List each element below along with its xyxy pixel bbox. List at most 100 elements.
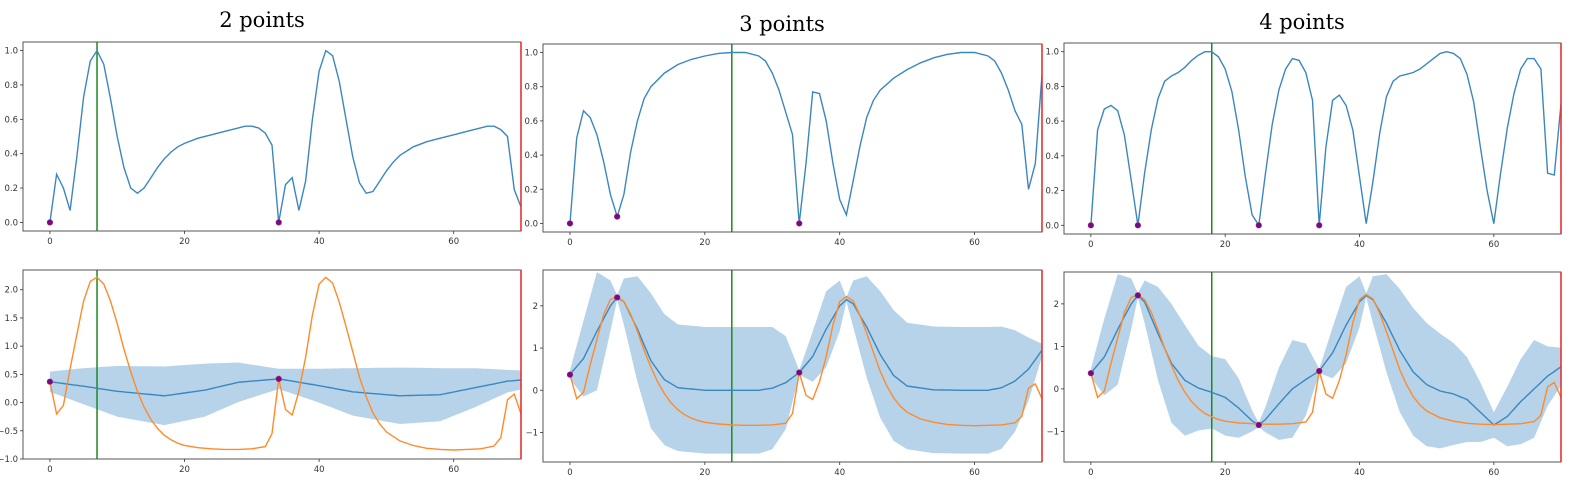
- title-4-points: 4 points: [1259, 10, 1345, 34]
- panel-2-top-xtick-label: 20: [1220, 240, 1231, 250]
- panel-2-bottom-xtick-label: 20: [1220, 468, 1231, 478]
- panel-0-top-ytick-label: 0.0: [4, 218, 18, 228]
- panel-1-bottom-xtick-label: 20: [699, 468, 710, 478]
- panel-1-uncertainty-band: [570, 272, 1042, 454]
- panel-2-bottom-ytick-label: 0: [1054, 385, 1059, 395]
- panel-0-bottom-xtick-label: 0: [47, 465, 52, 475]
- panel-2-top-ytick-label: 0.6: [1045, 117, 1059, 127]
- panel-2-bottom-sample-point: [1255, 421, 1262, 429]
- panel-2-top-sample-point: [1134, 222, 1141, 229]
- panel-2-bottom-ytick-label: 2: [1054, 300, 1059, 310]
- panel-1-bottom-ytick-label: −1: [525, 428, 538, 438]
- panel-2-top-xtick-label: 0: [1088, 240, 1093, 250]
- panel-0-top-xtick-label: 20: [179, 237, 190, 247]
- panel-2-bottom-sample-point: [1087, 370, 1094, 377]
- title-3-points: 3 points: [739, 12, 825, 36]
- panel-1-top-xtick-label: 60: [969, 238, 980, 248]
- panel-0-top-ytick-label: 0.8: [4, 81, 18, 91]
- panel-1-top-ytick-label: 0.8: [524, 83, 538, 93]
- panel-2-top-ytick-label: 0.8: [1045, 82, 1059, 92]
- panel-2-top-xtick-label: 40: [1354, 240, 1365, 250]
- panel-2-bottom-sample-point: [1316, 367, 1323, 375]
- panel-1-bottom-ytick-label: 0: [533, 386, 538, 396]
- panel-2-top-xtick-label: 60: [1488, 240, 1499, 250]
- panel-1-top-sample-point: [614, 213, 621, 220]
- plot-area: 0.00.20.40.60.81.00 20 40 60−1.0−0.50.00.51…: [0, 41, 1562, 478]
- panel-0-bottom-axes: −1.0 −0.5 0.0 0.5 1.0 1.5 2.0 0 20 40 60: [0, 269, 522, 475]
- panel-2-bottom-plot: [1090, 272, 1561, 462]
- panel-0-top-xtick-label: 60: [448, 237, 459, 247]
- panel-1-top-ytick-label: 0.4: [524, 151, 538, 161]
- panel-1-top-ytick-label: 0.6: [524, 117, 538, 127]
- panel-1-mean-line: [569, 296, 1042, 391]
- panel-2-top-axes: 0.0 0.2 0.4 0.6 0.8 1.0 0 20 40 60: [1045, 42, 1562, 250]
- panel-1-bottom-plot: [569, 270, 1042, 462]
- panel-2-top-frame: [1063, 42, 1562, 235]
- panel-0-top-ytick-label: 0.4: [4, 150, 18, 160]
- panel-1-top-ytick-label: 1.0: [524, 49, 538, 59]
- panel-2-top-ytick-label: 0.0: [1045, 221, 1059, 231]
- panel-2-bottom-ytick-label: −1: [1046, 427, 1059, 437]
- panel-0-bottom-ytick-label: −0.5: [0, 427, 18, 437]
- panel-0-top-plot: [49, 42, 521, 231]
- panel-1-top-plot: [569, 44, 1042, 232]
- panel-1-bottom-sample-point: [796, 369, 803, 376]
- panel-2-acquisition-line: [1090, 50, 1561, 228]
- panel-0-bottom-xtick-label: 60: [448, 465, 459, 475]
- panel-2-bottom-ytick-label: 1: [1054, 342, 1059, 352]
- panel-0-uncertainty-band: [49, 362, 521, 426]
- panel-1-bottom-xtick-label: 40: [834, 468, 845, 478]
- panel-0-bottom-plot: [49, 270, 521, 459]
- panel-0-top-sample-point: [275, 219, 282, 226]
- panel-0-top-ytick-label: 0.6: [4, 115, 18, 125]
- panel-2-bottom-xtick-label: 60: [1488, 468, 1499, 478]
- panel-2-top-sample-point: [1255, 222, 1262, 229]
- panel-1-bottom-sample-point: [614, 294, 621, 301]
- panel-1-top-xtick-label: 0: [567, 238, 572, 248]
- panel-1-top-ytick-label: 0.2: [524, 185, 538, 195]
- panel-2-top-plot: [1090, 43, 1561, 234]
- panel-0-bottom-ytick-label: 1.5: [4, 314, 18, 324]
- panel-2-top-ytick-label: 0.4: [1045, 152, 1059, 162]
- panel-1-top-sample-point: [796, 220, 803, 227]
- panel-1-bottom-ytick-label: 1: [533, 344, 538, 354]
- panel-0-top-sample-point: [46, 219, 54, 226]
- panel-0-bottom-sample-point: [275, 375, 282, 382]
- panel-1-bottom-xtick-label: 0: [567, 468, 572, 478]
- panel-0-bottom-ytick-label: −1.0: [0, 455, 18, 465]
- panel-1-top-xtick-label: 40: [834, 238, 845, 248]
- panel-1-top-sample-point: [566, 220, 574, 227]
- panel-2-top-sample-point: [1316, 222, 1323, 229]
- panel-0-mean-line: [49, 378, 521, 397]
- panel-2-bottom-sample-point: [1134, 292, 1141, 299]
- panel-2-bottom-xtick-label: 0: [1088, 468, 1093, 478]
- panel-0-bottom-ytick-label: 2.0: [4, 286, 18, 296]
- panel-0-top-xtick-label: 0: [47, 237, 52, 247]
- panel-1-bottom-sample-point: [566, 371, 574, 378]
- panel-2-top-ytick-label: 0.2: [1045, 187, 1059, 197]
- panel-0-bottom-sample-point: [46, 378, 54, 385]
- panel-1-bottom-ytick-label: 2: [533, 302, 538, 312]
- panel-2-top-ytick-label: 1.0: [1045, 48, 1059, 58]
- panel-1-acquisition-line: [569, 51, 1042, 224]
- panel-0-bottom-ytick-label: 0.5: [4, 370, 18, 380]
- panel-2-top-sample-point: [1087, 222, 1094, 229]
- panel-0-bottom-ytick-label: 1.0: [4, 342, 18, 352]
- panel-0-bottom-xtick-label: 20: [179, 465, 190, 475]
- panel-1-top-ytick-label: 0.0: [524, 219, 538, 229]
- panel-1-top-xtick-label: 20: [699, 238, 710, 248]
- panel-1-top-axes: 0.0 0.2 0.4 0.6 0.8 1.0 0 20 40 60: [524, 43, 1043, 248]
- panel-0-bottom-xtick-label: 40: [314, 465, 325, 475]
- panel-0-top-xtick-label: 40: [314, 237, 325, 247]
- panel-0-top-ytick-label: 0.2: [4, 184, 18, 194]
- panel-0-top-ytick-label: 1.0: [4, 47, 18, 57]
- panel-0-target-line: [49, 276, 521, 451]
- title-2-points: 2 points: [219, 8, 305, 32]
- panel-0-acquisition-line: [49, 49, 521, 223]
- panel-1-bottom-xtick-label: 60: [969, 468, 980, 478]
- panel-2-bottom-xtick-label: 40: [1354, 468, 1365, 478]
- panel-0-bottom-ytick-label: 0.0: [4, 399, 18, 409]
